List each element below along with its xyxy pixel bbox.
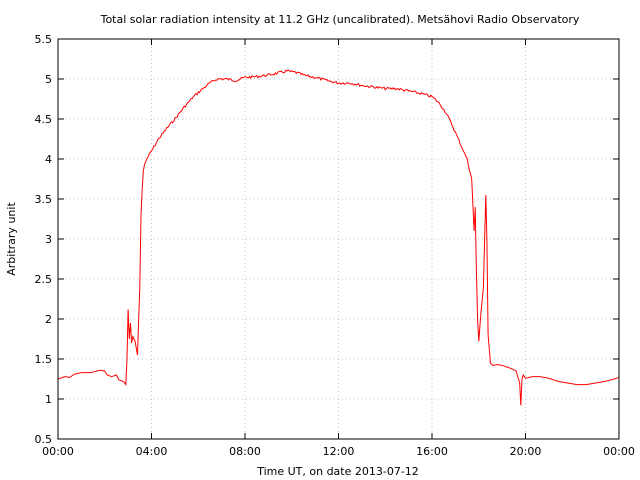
x-axis-label: Time UT, on date 2013-07-12 (256, 465, 419, 478)
x-tick-label: 04:00 (136, 445, 168, 458)
plot-frame (57, 38, 620, 440)
y-axis-label: Arbitrary unit (5, 202, 18, 276)
y-tick-label: 1.5 (35, 353, 53, 366)
y-tick-label: 3.5 (35, 193, 53, 206)
ticks: 0.5 1 1.5 2 2.5 3 3.5 4 4.5 5 5.5 00:00 04:00 08:00 12… (35, 33, 635, 458)
y-tick-label: 5 (45, 73, 52, 86)
y-tick-label: 4.5 (35, 113, 53, 126)
y-tick-label: 3 (45, 233, 52, 246)
y-tick-label: 5.5 (35, 33, 53, 46)
y-tick-label: 0.5 (35, 433, 53, 446)
y-tick-label: 2.5 (35, 273, 53, 286)
series-layer (57, 69, 620, 406)
x-tick-label: 00:00 (42, 445, 74, 458)
grid (58, 39, 619, 439)
chart-title: Total solar radiation intensity at 11.2 … (100, 13, 580, 26)
y-tick-label: 4 (45, 153, 52, 166)
y-tick-label: 1 (45, 393, 52, 406)
x-tick-label: 08:00 (229, 445, 261, 458)
y-tick-label: 2 (45, 313, 52, 326)
x-tick-label: 20:00 (510, 445, 542, 458)
x-tick-label: 16:00 (416, 445, 448, 458)
series-line (57, 69, 620, 406)
x-tick-label: 00:00 (603, 445, 635, 458)
x-tick-label: 12:00 (323, 445, 355, 458)
